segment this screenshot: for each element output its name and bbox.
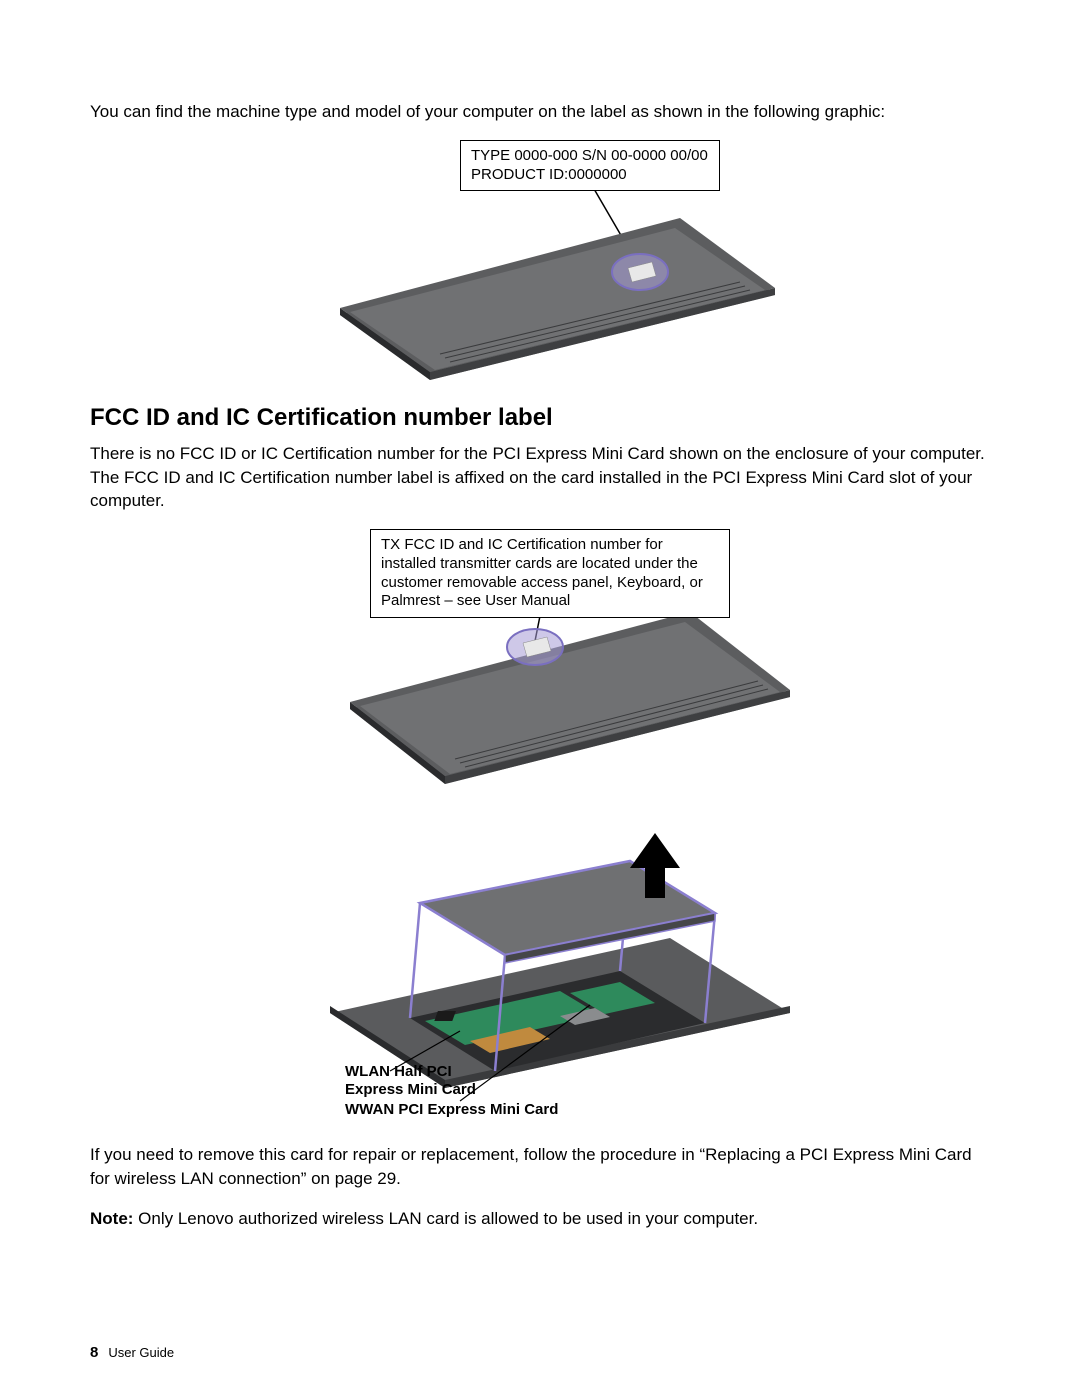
callout-fcc-text: TX FCC ID and IC Certification number fo… — [370, 529, 730, 618]
note-text: Only Lenovo authorized wireless LAN card… — [133, 1209, 758, 1228]
figure-fcc-label-location: TX FCC ID and IC Certification number fo… — [90, 529, 990, 789]
page-footer: 8 User Guide — [90, 1344, 174, 1361]
section-paragraph: There is no FCC ID or IC Certification n… — [90, 442, 990, 513]
laptop-panel-svg — [260, 813, 820, 1113]
wwan-card-label: WWAN PCI Express Mini Card — [345, 1101, 645, 1119]
footer-title: User Guide — [108, 1345, 174, 1360]
section-heading-fcc: FCC ID and IC Certification number label — [90, 404, 990, 432]
intro-paragraph: You can find the machine type and model … — [90, 100, 990, 124]
callout-fcc-content: TX FCC ID and IC Certification number fo… — [381, 536, 703, 609]
page-number: 8 — [90, 1344, 98, 1361]
callout-line2: PRODUCT ID:0000000 — [471, 166, 709, 185]
callout-type-sn: TYPE 0000-000 S/N 00-0000 00/00 PRODUCT … — [460, 140, 720, 192]
figure-panel-removed: WLAN Half PCI Express Mini Card WWAN PCI… — [90, 813, 990, 1113]
wlan-card-label: WLAN Half PCI Express Mini Card — [345, 1063, 505, 1099]
note-label: Note: — [90, 1209, 133, 1228]
callout-line1: TYPE 0000-000 S/N 00-0000 00/00 — [471, 147, 709, 166]
closing-paragraph: If you need to remove this card for repa… — [90, 1143, 990, 1191]
figure-machine-type-label: TYPE 0000-000 S/N 00-0000 00/00 PRODUCT … — [90, 140, 990, 380]
note-paragraph: Note: Only Lenovo authorized wireless LA… — [90, 1207, 990, 1231]
